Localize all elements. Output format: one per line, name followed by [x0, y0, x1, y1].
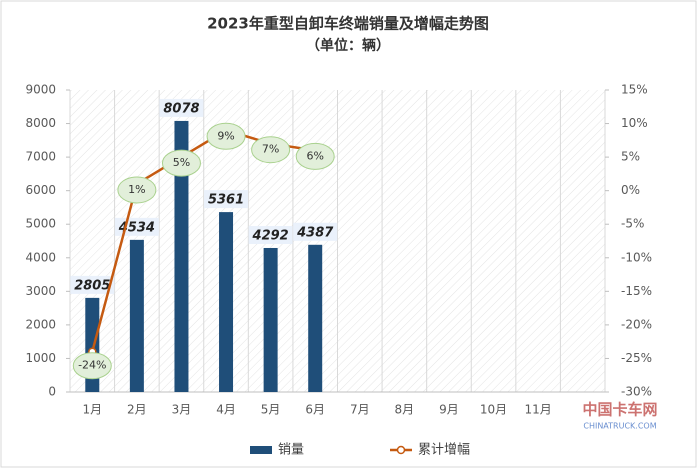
data-label: 4292 [252, 228, 289, 243]
y-tick-label: 7000 [25, 150, 56, 164]
y2-tick-label: -20% [621, 317, 652, 331]
y-tick-label: 4000 [25, 250, 56, 264]
y-tick-label: 9000 [25, 83, 56, 97]
bar [219, 212, 234, 392]
x-tick-label: 10月 [480, 403, 507, 417]
y2-tick-label: 15% [621, 83, 648, 97]
bar [174, 120, 189, 392]
data-label: 7% [262, 143, 279, 156]
x-tick-label: 1月 [82, 403, 102, 417]
x-tick-label: 11月 [524, 403, 551, 417]
y2-tick-label: 5% [621, 150, 640, 164]
y2-tick-label: -15% [621, 284, 652, 298]
data-label: -24% [78, 359, 106, 372]
data-label-bg [248, 225, 293, 244]
x-tick-label: 9月 [439, 403, 459, 417]
y2-tick-label: -5% [621, 217, 644, 231]
y2-tick-label: -30% [621, 385, 652, 399]
data-label: 4387 [296, 225, 334, 240]
data-label: 1% [128, 183, 145, 196]
x-tick-label: 3月 [172, 403, 192, 417]
y2-tick-label: 10% [621, 116, 648, 130]
legend-label: 累计增幅 [418, 443, 470, 458]
x-tick-label: 2月 [127, 403, 147, 417]
data-label-bg [161, 149, 201, 177]
y-tick-label: 1000 [25, 351, 56, 365]
data-label: 6% [306, 149, 323, 162]
x-tick-label: 5月 [261, 403, 281, 417]
x-tick-label: 6月 [305, 403, 325, 417]
data-label-bg [159, 98, 204, 117]
bar [308, 244, 323, 392]
y-tick-label: 6000 [25, 183, 56, 197]
data-label-bg [206, 122, 246, 150]
x-tick-label: 8月 [395, 403, 415, 417]
data-label-bg [251, 136, 291, 164]
data-label: 8078 [163, 101, 199, 116]
data-label: 5361 [208, 193, 244, 208]
data-label: 5% [173, 156, 190, 169]
data-label-bg [295, 142, 335, 170]
chart-title: 2023年重型自卸车终端销量及增幅走势图 [207, 15, 489, 33]
data-label-bg [70, 275, 115, 294]
data-label: 9% [217, 129, 234, 142]
y-tick-label: 3000 [25, 284, 56, 298]
watermark: 中国卡车网 [582, 401, 657, 419]
y-tick-label: 0 [48, 385, 56, 399]
y2-tick-label: 0% [621, 183, 640, 197]
data-label: 2805 [74, 278, 110, 293]
data-label-bg [293, 222, 338, 241]
watermark: CHINATRUCK.COM [583, 422, 656, 431]
y-tick-label: 2000 [25, 317, 56, 331]
data-label-bg [117, 176, 157, 204]
legend-label: 销量 [278, 443, 304, 458]
legend-swatch [250, 446, 272, 454]
bar [129, 239, 144, 392]
x-tick-label: 7月 [350, 403, 370, 417]
legend-swatch [396, 445, 406, 455]
y-tick-label: 5000 [25, 217, 56, 231]
bar [263, 247, 278, 392]
y2-tick-label: -25% [621, 351, 652, 365]
data-label-bg [72, 352, 112, 380]
y2-tick-label: -10% [621, 250, 652, 264]
data-label-bg [204, 190, 249, 209]
y-tick-label: 8000 [25, 116, 56, 130]
chart-subtitle: （单位：辆） [306, 37, 390, 54]
x-tick-label: 4月 [216, 403, 236, 417]
